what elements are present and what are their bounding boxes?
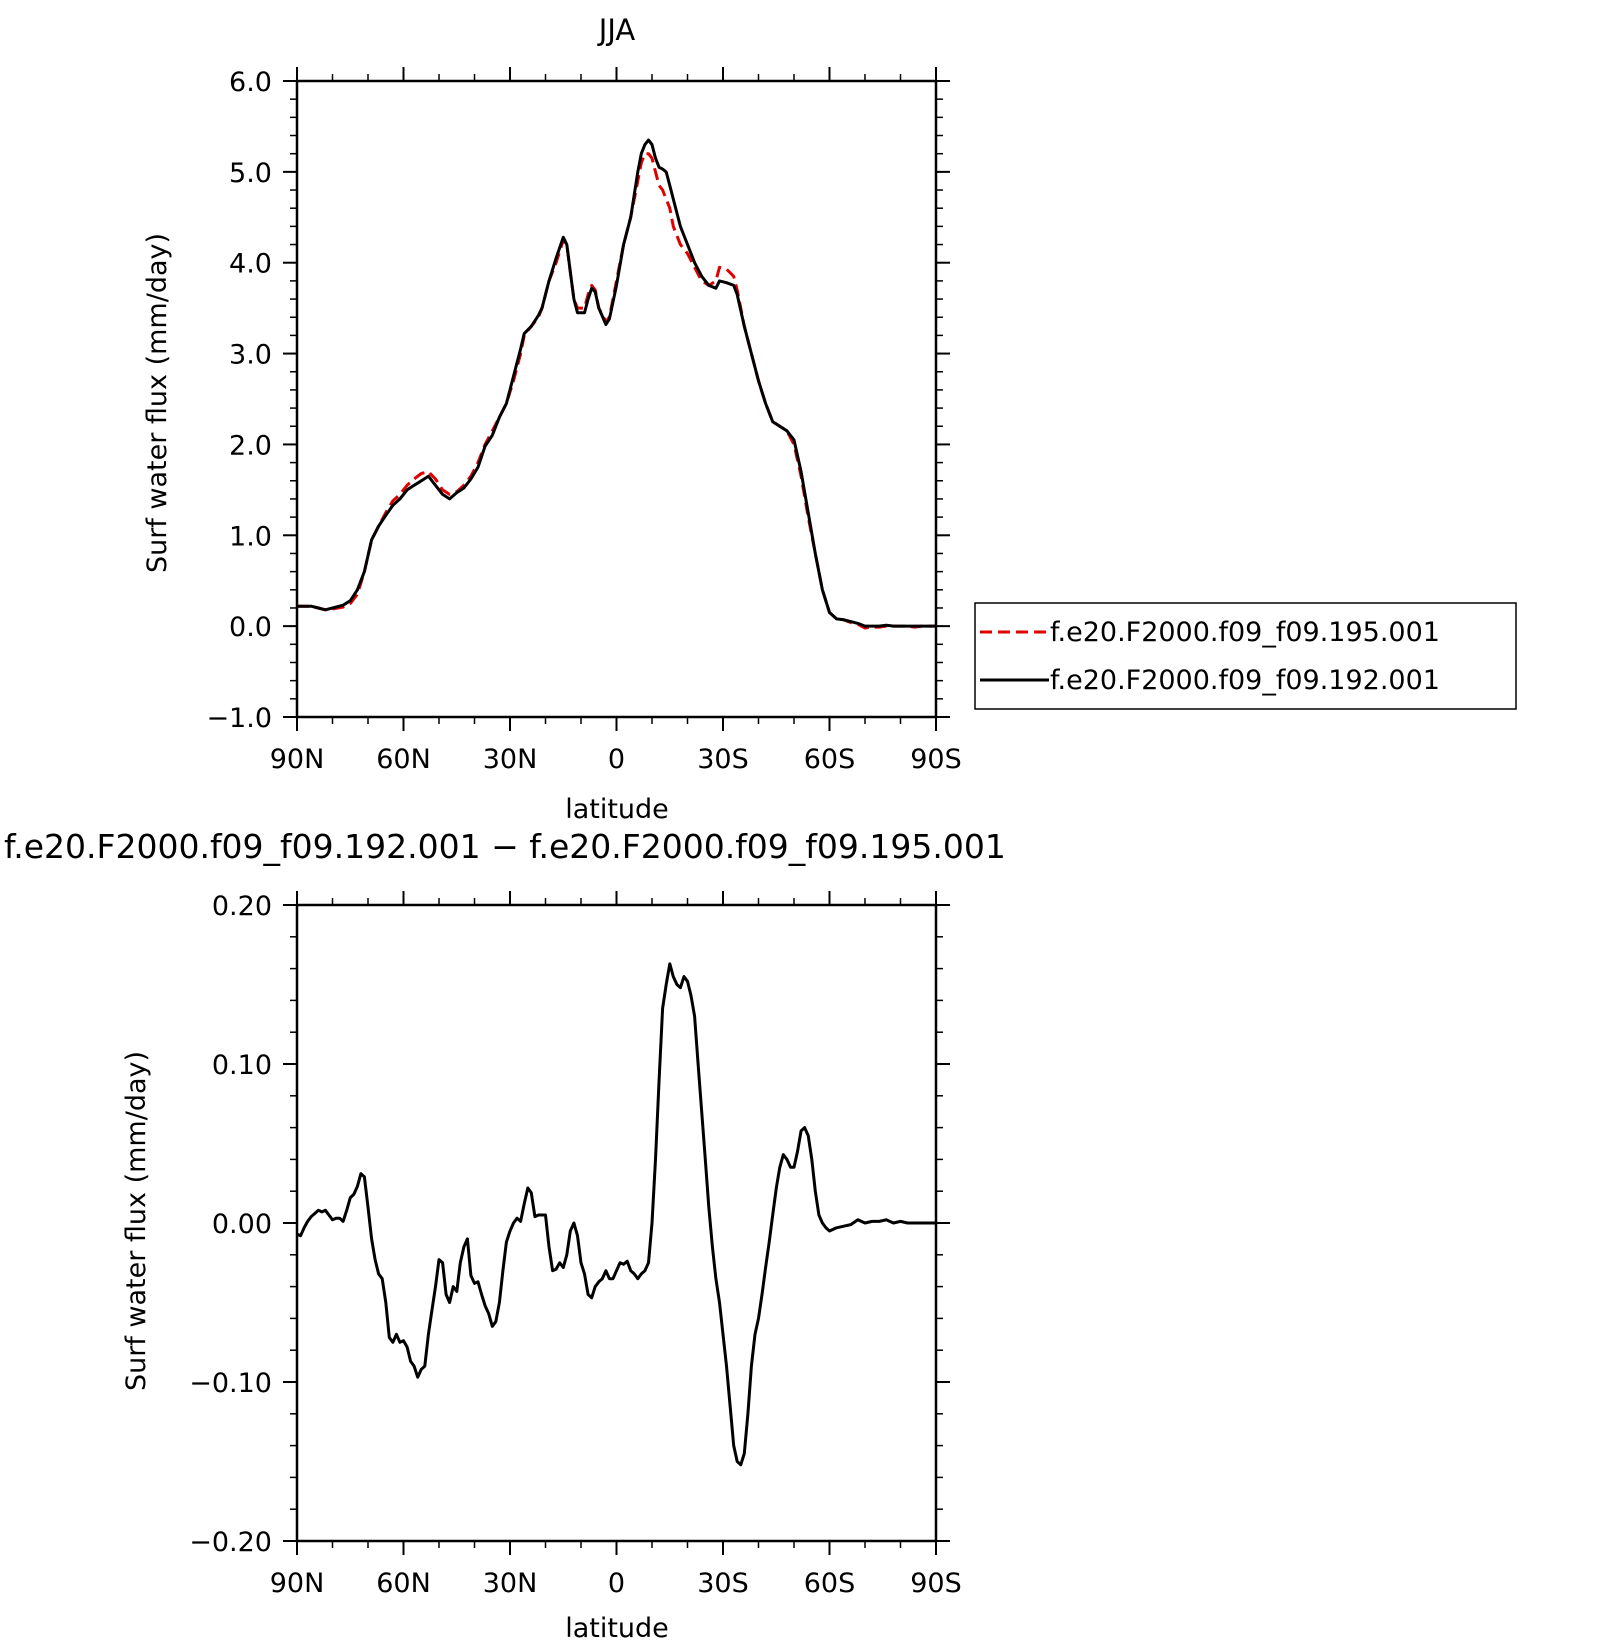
bottom-chart-lines [296,962,936,1467]
top-chart-xlabel: latitude [565,794,669,825]
top-x-tick-label: 30N [483,744,538,775]
top-x-tick-label: 0 [608,744,625,775]
top-series-line-0 [297,152,936,630]
legend-label-195: f.e20.F2000.f09_f09.195.001 [1050,617,1440,648]
top-chart: JJA Surf water flux (mm/day) latitude 90… [142,13,962,825]
top-y-tick-label: 0.0 [229,612,272,643]
legend-box [974,602,1517,710]
bottom-y-tick-label: 0.00 [212,1209,272,1240]
top-chart-ylabel: Surf water flux (mm/day) [142,233,173,573]
top-x-tick-label: 60N [376,744,431,775]
bottom-x-tick-label: 90N [270,1568,325,1599]
bottom-chart-frame [295,903,938,1543]
bottom-y-tick-label: 0.10 [212,1050,272,1081]
top-chart-title: JJA [597,13,636,47]
bottom-series-line-0 [296,962,936,1467]
bottom-y-tick-label: 0.20 [212,891,272,922]
top-y-tick-label: 2.0 [229,430,272,461]
bottom-x-tick-label: 30S [697,1568,749,1599]
top-x-tick-label: 90S [910,744,962,775]
bottom-chart-title: f.e20.F2000.f09_f09.192.001 − f.e20.F200… [4,827,1006,866]
top-y-tick-label: 3.0 [229,340,272,371]
bottom-y-tick-label: −0.10 [189,1368,272,1399]
top-chart-axes: 90N 60N 30N 0 30S 60S 90S −1.0 0.0 1.0 2.0 3.0 4.0 5.… [206,67,962,775]
top-x-tick-label: 30S [697,744,749,775]
top-series-line-1 [297,138,936,628]
legend-label-192: f.e20.F2000.f09_f09.192.001 [1050,665,1440,696]
bottom-x-tick-label: 0 [608,1568,625,1599]
top-y-tick-label: 5.0 [229,158,272,189]
bottom-chart-xlabel: latitude [565,1613,669,1641]
bottom-chart-ylabel: Surf water flux (mm/day) [121,1051,152,1391]
bottom-x-tick-label: 60S [804,1568,856,1599]
top-y-tick-label: −1.0 [206,703,272,734]
top-y-tick-label: 6.0 [229,67,272,98]
top-y-tick-label: 4.0 [229,249,272,280]
bottom-chart-axes: 90N 60N 30N 0 30S 60S 90S −0.20 −0.10 0.00 0.10 0.2… [189,891,962,1599]
bottom-x-tick-label: 60N [376,1568,431,1599]
legend: f.e20.F2000.f09_f09.195.001 f.e20.F2000.… [974,602,1517,710]
bottom-y-tick-label: −0.20 [189,1527,272,1558]
top-x-tick-label: 60S [804,744,856,775]
top-chart-frame [295,79,938,719]
bottom-x-tick-label: 30N [483,1568,538,1599]
top-chart-lines [297,138,936,630]
bottom-x-tick-label: 90S [910,1568,962,1599]
bottom-chart: f.e20.F2000.f09_f09.192.001 − f.e20.F200… [4,827,1006,1641]
top-x-tick-label: 90N [270,744,325,775]
top-y-tick-label: 1.0 [229,521,272,552]
